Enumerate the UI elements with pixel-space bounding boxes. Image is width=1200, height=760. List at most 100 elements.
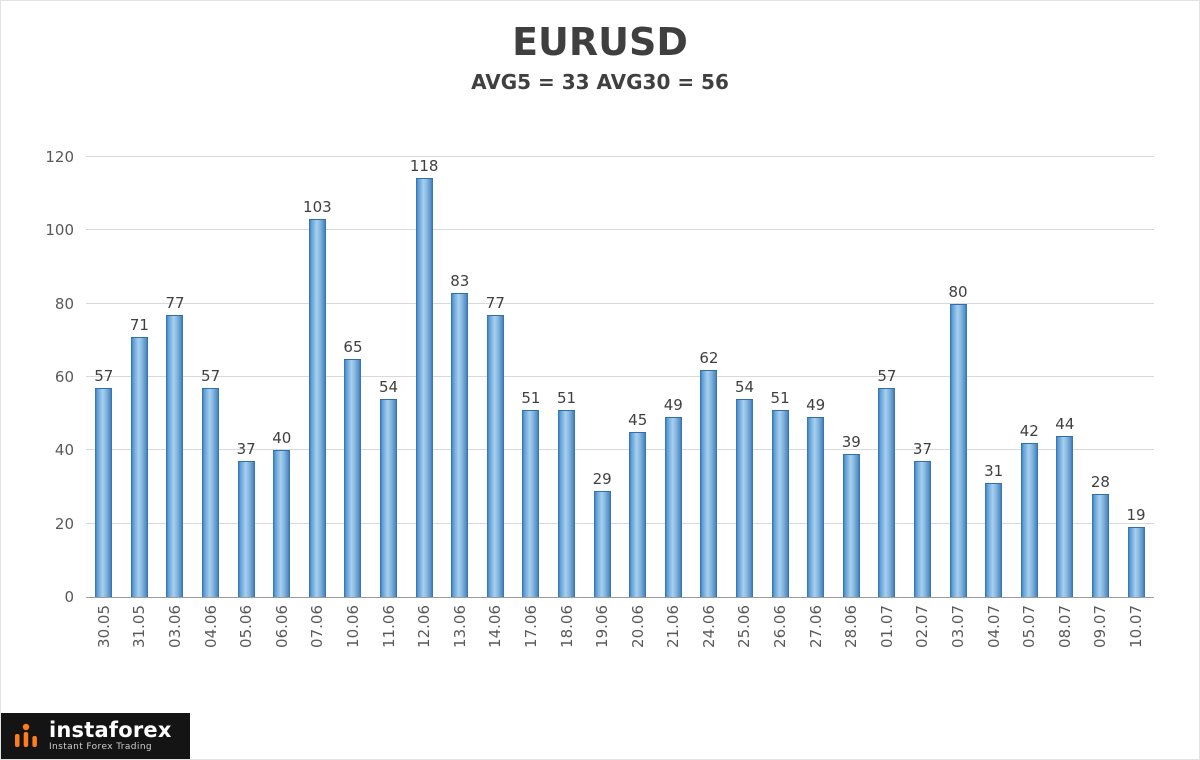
bar xyxy=(771,410,789,597)
bar-value-label: 29 xyxy=(592,469,612,488)
bar-column: 65 xyxy=(335,157,371,597)
gridline xyxy=(86,229,1154,231)
y-tick-label: 80 xyxy=(54,294,74,313)
bar-column: 37 xyxy=(228,157,264,597)
x-tick: 27.06 xyxy=(798,605,834,693)
bar xyxy=(949,303,967,597)
x-tick-label: 14.06 xyxy=(486,605,505,648)
x-tick-label: 18.06 xyxy=(557,605,576,648)
bar xyxy=(700,369,718,597)
x-tick: 03.07 xyxy=(940,605,976,693)
x-tick-label: 24.06 xyxy=(699,605,718,648)
bar xyxy=(558,410,576,597)
y-tick-label: 0 xyxy=(64,588,74,606)
plot-wrap: 0 20 40 60 80 100 120 57 71 77 57 37 40 103 65 54 118 83… xyxy=(26,148,1154,693)
bar xyxy=(664,417,682,597)
bar xyxy=(486,314,504,597)
x-tick: 14.06 xyxy=(478,605,514,693)
bar xyxy=(380,399,398,597)
bars-container: 57 71 77 57 37 40 103 65 54 118 83 77 51 51 29 45 49 62 54… xyxy=(86,157,1154,597)
x-tick: 04.07 xyxy=(976,605,1012,693)
bar-value-label: 51 xyxy=(521,389,541,407)
x-tick-label: 01.07 xyxy=(877,605,896,648)
x-tick-label: 04.07 xyxy=(984,605,1003,648)
y-tick-label: 60 xyxy=(54,368,74,386)
bar-value-label: 44 xyxy=(1055,414,1075,433)
x-tick-label: 11.06 xyxy=(379,605,398,648)
y-tick-label: 40 xyxy=(54,441,74,460)
bar-value-label: 40 xyxy=(272,429,292,448)
bar-column: 80 xyxy=(940,157,976,597)
x-tick: 09.07 xyxy=(1083,605,1119,693)
bar xyxy=(451,292,469,597)
bar-value-label: 77 xyxy=(485,293,505,312)
chart-title: EURUSD xyxy=(512,20,688,64)
bar-value-label: 62 xyxy=(699,348,719,367)
bar xyxy=(95,388,113,597)
x-tick: 20.06 xyxy=(620,605,656,693)
gridline xyxy=(86,302,1154,304)
bar-column: 71 xyxy=(122,157,158,597)
x-tick: 21.06 xyxy=(656,605,692,693)
x-tick: 25.06 xyxy=(727,605,763,693)
bar-column: 49 xyxy=(798,157,834,597)
gridline xyxy=(86,522,1154,524)
bar xyxy=(166,314,184,597)
bar-value-label: 83 xyxy=(450,271,470,290)
bar-column: 57 xyxy=(86,157,122,597)
bar xyxy=(237,461,255,597)
x-tick: 10.06 xyxy=(335,605,371,693)
x-tick-label: 19.06 xyxy=(593,605,612,648)
bar-value-label: 103 xyxy=(303,198,332,217)
instaforex-logo: instaforex Instant Forex Trading xyxy=(1,713,190,759)
bar-value-label: 51 xyxy=(556,389,577,407)
x-tick-label: 27.06 xyxy=(806,605,825,648)
bar-value-label: 49 xyxy=(663,396,683,415)
x-tick: 30.05 xyxy=(86,605,122,693)
bar-column: 57 xyxy=(869,157,905,597)
bar xyxy=(878,388,896,597)
x-tick-label: 10.06 xyxy=(343,605,362,648)
bar-column: 49 xyxy=(656,157,692,597)
bar-value-label: 51 xyxy=(770,389,790,407)
instaforex-icon xyxy=(15,723,37,747)
bar-value-label: 65 xyxy=(343,337,363,356)
x-tick-label: 25.06 xyxy=(735,605,754,648)
gridline xyxy=(86,449,1154,451)
logo-text: instaforex xyxy=(49,718,172,742)
bar-column: 118 xyxy=(406,157,442,597)
bar-value-label: 42 xyxy=(1019,422,1039,440)
logo-tagline: Instant Forex Trading xyxy=(49,742,153,752)
bar xyxy=(735,399,753,597)
bar-value-label: 57 xyxy=(877,367,897,385)
bar-column: 103 xyxy=(300,157,336,597)
bar xyxy=(913,461,931,597)
y-tick-label: 120 xyxy=(45,148,74,166)
bar-column: 77 xyxy=(478,157,514,597)
bar-column: 28 xyxy=(1083,157,1119,597)
x-tick-label: 28.06 xyxy=(842,605,861,648)
bar xyxy=(415,178,433,597)
bar-value-label: 57 xyxy=(94,367,114,385)
bar-value-label: 19 xyxy=(1126,506,1146,525)
x-tick-label: 05.07 xyxy=(1020,605,1039,648)
bar-value-label: 80 xyxy=(948,282,968,301)
bar xyxy=(344,358,362,597)
x-tick: 11.06 xyxy=(371,605,407,693)
bar-column: 51 xyxy=(549,157,585,597)
bar-value-label: 31 xyxy=(984,462,1004,481)
x-tick-label: 30.05 xyxy=(94,605,113,648)
bar-column: 54 xyxy=(371,157,407,597)
x-tick-label: 04.06 xyxy=(201,605,220,648)
logo-texts: instaforex Instant Forex Trading xyxy=(49,719,172,753)
plot-main: 57 71 77 57 37 40 103 65 54 118 83 77 51 51 29 45 49 62 54… xyxy=(86,156,1154,693)
gridline xyxy=(86,376,1154,377)
y-tick-label: 100 xyxy=(45,221,74,240)
bar-column: 19 xyxy=(1118,157,1154,597)
x-tick: 17.06 xyxy=(513,605,549,693)
bar-column: 44 xyxy=(1047,157,1083,597)
x-tick-label: 26.06 xyxy=(771,605,790,648)
x-axis: 30.05 31.05 03.06 04.06 05.06 06.06 07.06 10.06… xyxy=(86,605,1154,693)
x-tick-label: 10.07 xyxy=(1127,605,1146,648)
x-tick-label: 06.06 xyxy=(272,605,291,648)
